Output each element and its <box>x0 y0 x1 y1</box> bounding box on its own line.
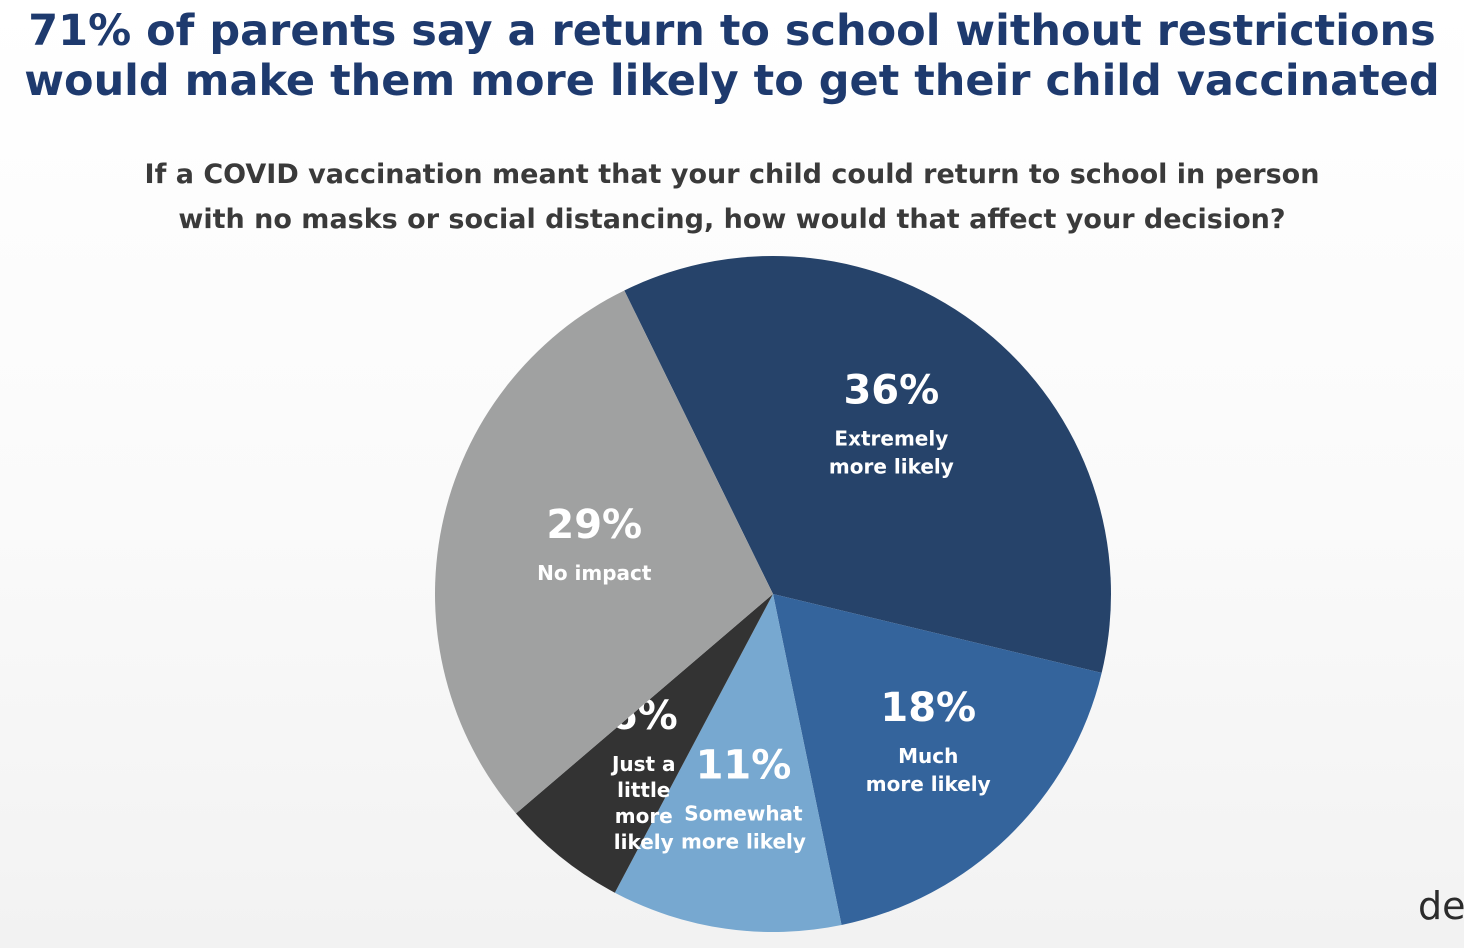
slice-value-label: 11% <box>696 742 792 788</box>
slice-value-label: 36% <box>843 367 939 413</box>
chart-subtitle-line-2: with no masks or social distancing, how … <box>178 204 1286 235</box>
chart-subtitle: If a COVID vaccination meant that your c… <box>0 152 1464 242</box>
chart-title: 71% of parents say a return to school wi… <box>0 6 1464 106</box>
slice-category-label: Extremely <box>834 426 948 450</box>
pie-slice-no-impact <box>434 290 773 814</box>
slice-value-label: 18% <box>880 685 976 731</box>
slice-category-label: Just a <box>610 752 676 776</box>
slice-category-label: Somewhat <box>684 801 803 825</box>
slice-category-label: little <box>617 778 670 802</box>
slice-category-label: No impact <box>537 561 652 585</box>
slice-category-label: more likely <box>829 454 954 478</box>
slice-category-label: more likely <box>681 829 806 853</box>
slice-category-label: Much <box>898 744 958 768</box>
chart-title-line-1: 71% of parents say a return to school wi… <box>28 6 1436 56</box>
pie-slice-extremely-more-likely <box>624 255 1111 673</box>
chart-subtitle-line-1: If a COVID vaccination meant that your c… <box>144 159 1320 190</box>
pie-slice-somewhat-more-likely <box>614 594 842 932</box>
slice-category-label: more likely <box>866 772 991 796</box>
slice-value-label: 29% <box>546 502 642 548</box>
brand-logo-text: de <box>1418 884 1464 928</box>
chart-title-line-2: would make them more likely to get their… <box>24 56 1440 106</box>
pie-slice-much-more-likely <box>773 594 1102 925</box>
slice-category-label: more <box>615 804 673 828</box>
pie-slice-just-a-little-more-likely <box>515 594 773 893</box>
slice-category-label: likely <box>614 830 674 854</box>
